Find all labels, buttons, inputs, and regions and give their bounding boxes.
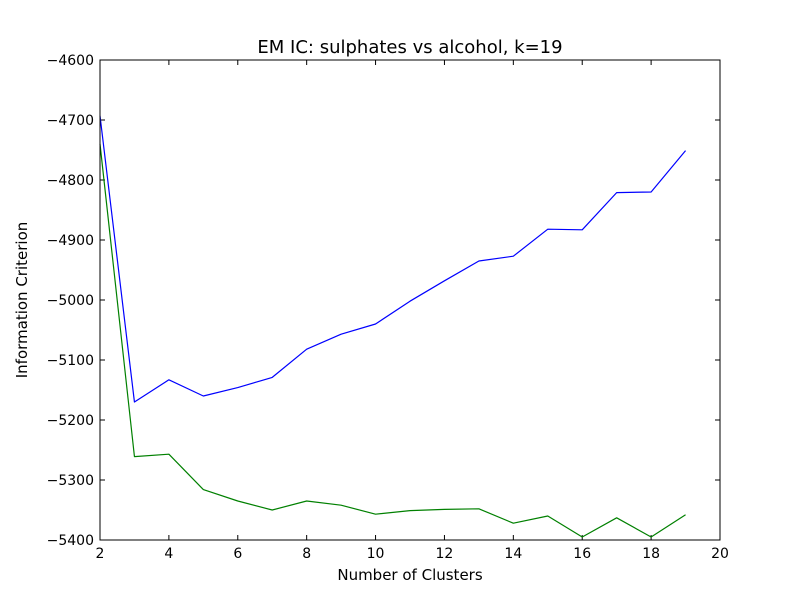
x-tick-label: 2 <box>96 546 105 562</box>
y-axis-label: Information Criterion <box>13 222 31 379</box>
y-tick-label: −4700 <box>47 113 94 129</box>
y-tick-label: −5100 <box>47 353 94 369</box>
x-tick-label: 20 <box>711 546 729 562</box>
y-tick-label: −5300 <box>47 473 94 489</box>
x-tick-label: 14 <box>504 546 522 562</box>
chart-title: EM IC: sulphates vs alcohol, k=19 <box>257 37 562 58</box>
y-tick-label: −4800 <box>47 173 94 189</box>
x-tick-label: 6 <box>233 546 242 562</box>
y-tick-label: −4600 <box>47 53 94 69</box>
x-axis-label: Number of Clusters <box>337 566 482 584</box>
plot-area: 2 4 6 8 10 12 14 16 18 20 −4600 −4700 −4800 −4900 −500… <box>47 53 729 562</box>
y-tick-label: −4900 <box>47 233 94 249</box>
series-line-2 <box>99 143 686 538</box>
x-tick-label: 10 <box>367 546 385 562</box>
y-tick-label: −5400 <box>47 533 94 549</box>
y-tick-label: −5200 <box>47 413 94 429</box>
series-line-1 <box>99 115 687 403</box>
y-tick-label: −5000 <box>47 293 94 309</box>
x-tick-label: 16 <box>573 546 591 562</box>
x-tick-label: 12 <box>436 546 454 562</box>
plot-frame <box>99 59 721 541</box>
x-tick-label: 8 <box>302 546 311 562</box>
x-tick-label: 4 <box>164 546 173 562</box>
x-tick-label: 18 <box>642 546 660 562</box>
